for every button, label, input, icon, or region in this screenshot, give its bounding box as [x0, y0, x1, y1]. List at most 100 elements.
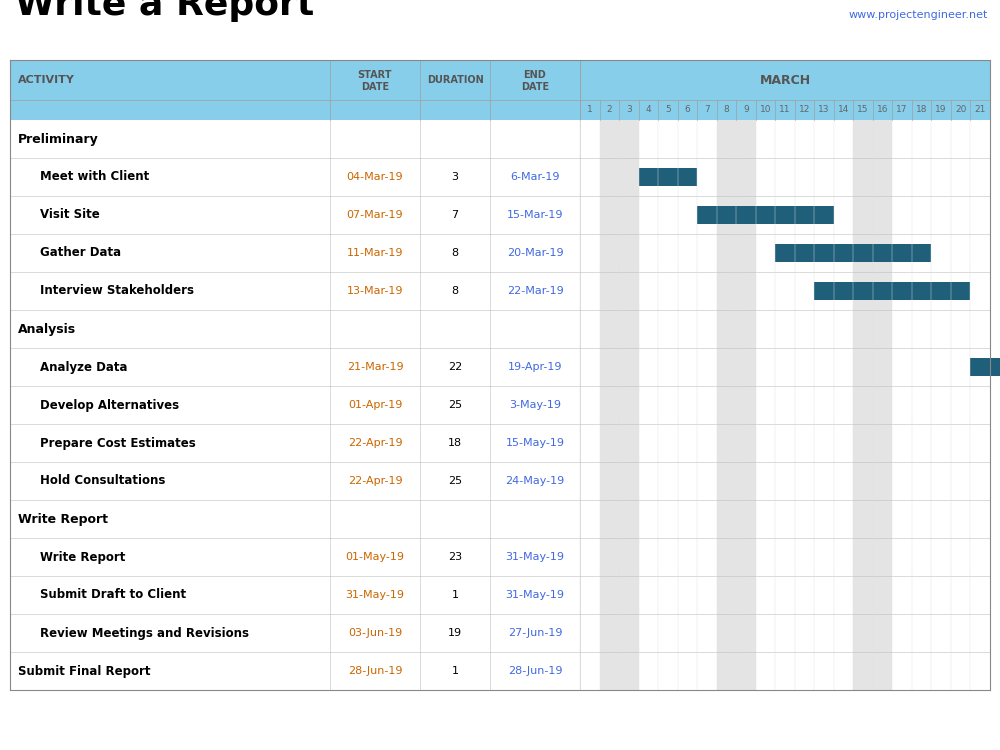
- Bar: [580, 348, 990, 386]
- Bar: [10, 386, 580, 424]
- Bar: [639, 169, 697, 185]
- Text: 22-Apr-19: 22-Apr-19: [348, 476, 402, 486]
- Bar: [873, 120, 892, 158]
- Text: 18: 18: [916, 106, 927, 115]
- Bar: [600, 310, 619, 348]
- Bar: [580, 120, 990, 158]
- Text: 4: 4: [646, 106, 651, 115]
- Text: 23: 23: [448, 552, 462, 562]
- Bar: [717, 234, 736, 272]
- Bar: [580, 234, 990, 272]
- Text: 31-May-19: 31-May-19: [506, 552, 564, 562]
- Bar: [600, 462, 619, 500]
- Bar: [600, 424, 619, 462]
- Bar: [580, 272, 990, 310]
- Bar: [736, 652, 756, 690]
- Bar: [853, 386, 873, 424]
- Text: www.projectengineer.net: www.projectengineer.net: [849, 10, 988, 20]
- Bar: [10, 348, 580, 386]
- Text: 13-Mar-19: 13-Mar-19: [347, 286, 403, 296]
- Bar: [619, 120, 639, 158]
- Bar: [873, 462, 892, 500]
- Bar: [853, 158, 873, 196]
- Text: Interview Stakeholders: Interview Stakeholders: [40, 284, 194, 298]
- Bar: [717, 196, 736, 234]
- Bar: [853, 500, 873, 538]
- Bar: [853, 120, 873, 158]
- Bar: [600, 234, 619, 272]
- Text: 31-May-19: 31-May-19: [506, 590, 564, 600]
- Text: 31-May-19: 31-May-19: [346, 590, 404, 600]
- Text: 28-Jun-19: 28-Jun-19: [508, 666, 562, 676]
- Text: 7: 7: [704, 106, 710, 115]
- Text: 6: 6: [685, 106, 690, 115]
- Text: Write Report: Write Report: [18, 512, 108, 526]
- Text: 01-May-19: 01-May-19: [346, 552, 404, 562]
- Bar: [619, 614, 639, 652]
- Text: 01-Apr-19: 01-Apr-19: [348, 400, 402, 410]
- Text: Meet with Client: Meet with Client: [40, 170, 149, 184]
- Text: 20: 20: [955, 106, 966, 115]
- Bar: [853, 196, 873, 234]
- Text: 11-Mar-19: 11-Mar-19: [347, 248, 403, 258]
- Text: 12: 12: [799, 106, 810, 115]
- Bar: [10, 310, 580, 348]
- Text: 1: 1: [587, 106, 593, 115]
- Bar: [580, 500, 990, 538]
- Bar: [736, 196, 756, 234]
- Bar: [853, 272, 873, 310]
- Bar: [619, 538, 639, 576]
- Bar: [873, 386, 892, 424]
- Bar: [736, 538, 756, 576]
- Bar: [600, 614, 619, 652]
- Text: 21: 21: [975, 106, 986, 115]
- Bar: [717, 272, 736, 310]
- Bar: [736, 348, 756, 386]
- Bar: [873, 500, 892, 538]
- Text: MARCH: MARCH: [759, 74, 811, 86]
- Bar: [600, 500, 619, 538]
- Bar: [736, 500, 756, 538]
- Text: 8: 8: [451, 248, 459, 258]
- Bar: [10, 60, 580, 100]
- Text: 19: 19: [935, 106, 947, 115]
- Bar: [873, 310, 892, 348]
- Text: 15: 15: [857, 106, 869, 115]
- Text: 13: 13: [818, 106, 830, 115]
- Bar: [873, 234, 892, 272]
- Text: Write a Report: Write a Report: [15, 0, 314, 22]
- Bar: [775, 244, 931, 262]
- Text: 04-Mar-19: 04-Mar-19: [347, 172, 403, 182]
- Bar: [717, 348, 736, 386]
- Bar: [580, 196, 990, 234]
- Bar: [10, 538, 580, 576]
- Bar: [600, 538, 619, 576]
- Bar: [736, 272, 756, 310]
- Bar: [10, 614, 580, 652]
- Text: 7: 7: [451, 210, 459, 220]
- Text: Write Report: Write Report: [40, 550, 125, 563]
- Bar: [873, 652, 892, 690]
- Text: 19-Apr-19: 19-Apr-19: [508, 362, 562, 372]
- Bar: [580, 614, 990, 652]
- Bar: [600, 158, 619, 196]
- Text: 25: 25: [448, 476, 462, 486]
- Bar: [580, 652, 990, 690]
- Bar: [580, 60, 990, 100]
- Bar: [717, 120, 736, 158]
- Bar: [853, 538, 873, 576]
- Bar: [736, 424, 756, 462]
- Bar: [580, 158, 990, 196]
- Bar: [736, 576, 756, 614]
- Bar: [10, 272, 580, 310]
- Text: 18: 18: [448, 438, 462, 448]
- Text: 3: 3: [626, 106, 632, 115]
- Text: 11: 11: [779, 106, 791, 115]
- Text: 22-Mar-19: 22-Mar-19: [507, 286, 563, 296]
- Text: Analyze Data: Analyze Data: [40, 361, 128, 374]
- Bar: [814, 283, 970, 299]
- Bar: [717, 500, 736, 538]
- Bar: [10, 500, 580, 538]
- Text: Visit Site: Visit Site: [40, 209, 100, 221]
- Bar: [873, 424, 892, 462]
